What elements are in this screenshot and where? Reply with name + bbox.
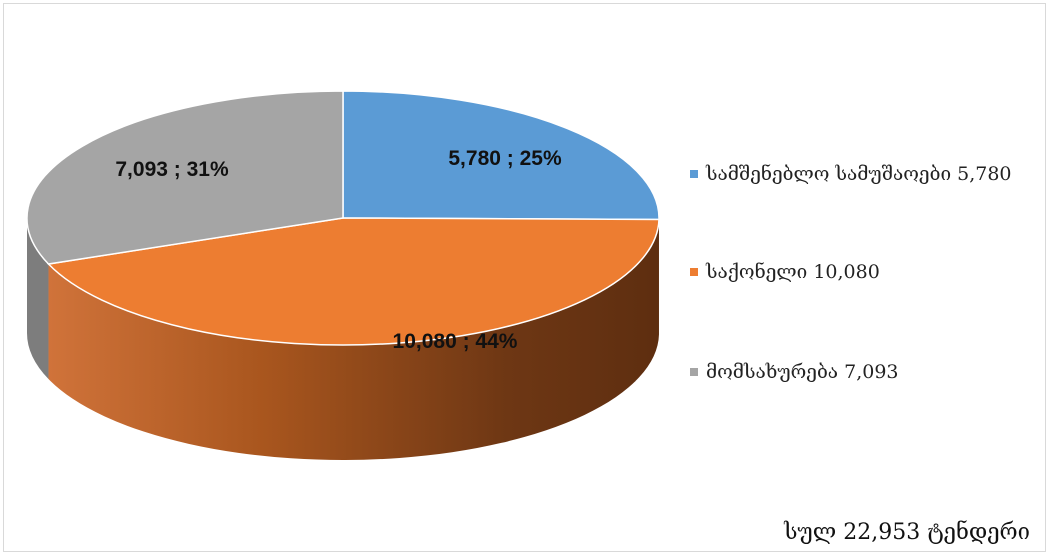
chart-frame (3, 3, 1046, 552)
total-label: სულ 22,953 ტენდერი (784, 520, 1030, 545)
data-label-construction: 5,780 ; 25% (448, 147, 562, 170)
legend-item-goods: საქონელი 10,080 (690, 255, 880, 289)
pie-data-labels: 5,780 ; 25% 10,080 ; 44% 7,093 ; 31% (115, 147, 562, 353)
legend-swatch-construction (690, 170, 698, 178)
data-label-services: 7,093 ; 31% (115, 158, 229, 181)
side-goods (48, 219, 659, 460)
legend-item-construction: სამშენებლო სამუშაოები 5,780 (690, 157, 1012, 191)
legend-label-services: მომსახურება 7,093 (706, 361, 899, 383)
slice-construction (342, 90, 660, 221)
legend-label-goods: საქონელი 10,080 (706, 261, 880, 283)
legend-label-construction: სამშენებლო სამუშაოები 5,780 (706, 163, 1012, 185)
legend-swatch-goods (690, 268, 698, 276)
pie-top-face (26, 90, 660, 346)
slice-goods (46, 217, 660, 346)
legend-swatch-services (690, 368, 698, 376)
legend-item-services: მომსახურება 7,093 (690, 355, 899, 389)
data-label-goods: 10,080 ; 44% (393, 330, 518, 353)
slice-services (26, 90, 344, 265)
